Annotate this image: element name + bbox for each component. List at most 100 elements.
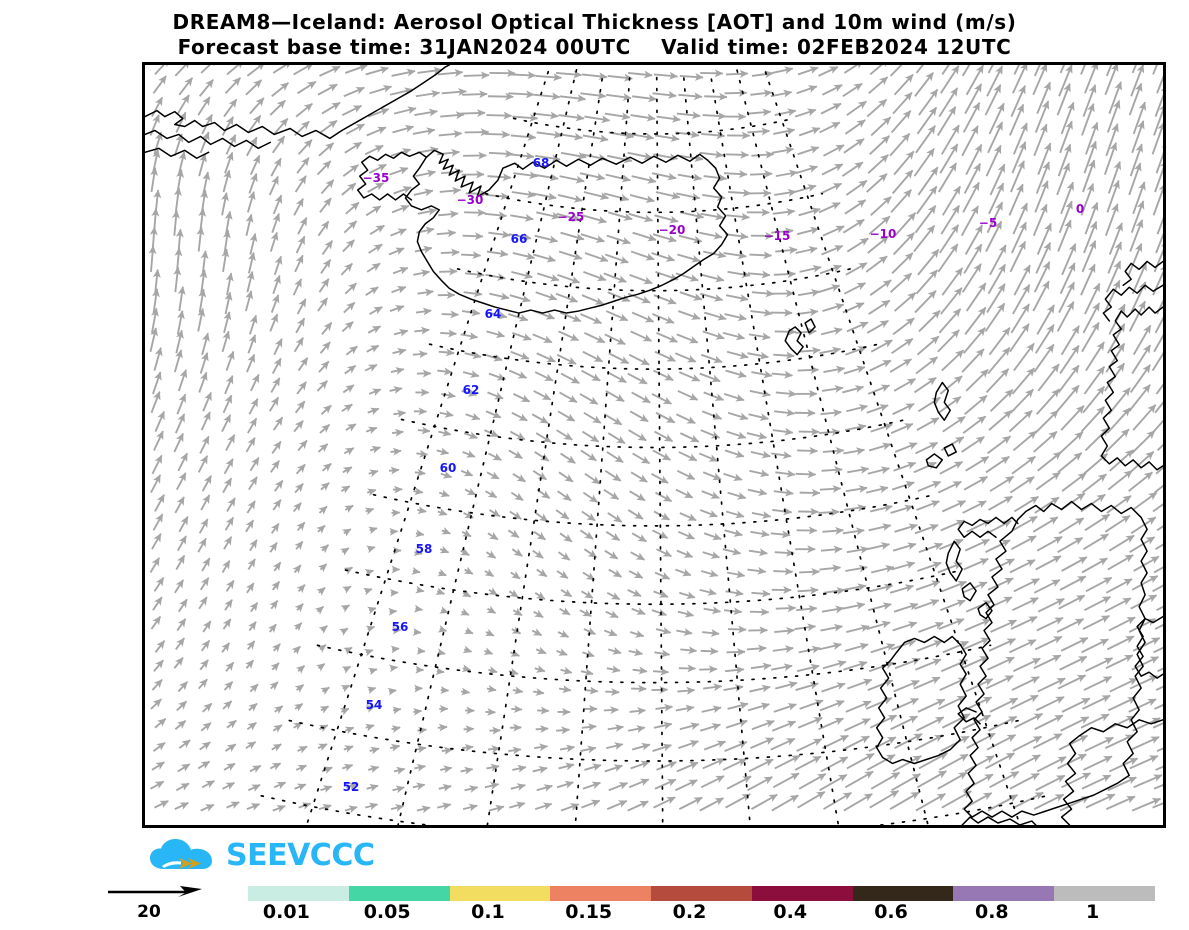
wind-arrow: [773, 703, 797, 713]
wind-arrow: [199, 577, 210, 591]
wind-arrow: [296, 298, 307, 315]
wind-arrow: [271, 440, 282, 454]
wind-arrow: [223, 681, 234, 691]
map-plot-area[interactable]: 68666462605856545250 −35−30−25−20−15−10−…: [142, 62, 1166, 828]
meridian--15: [655, 74, 664, 825]
colorbar-segment-6[interactable]: [852, 886, 954, 901]
wind-arrow: [391, 428, 404, 437]
wind-arrow: [846, 237, 869, 253]
wind-arrow: [819, 121, 841, 134]
coastline-great-britain: [963, 500, 1148, 818]
wind-arrow: [1011, 367, 1035, 395]
wind-arrow: [751, 70, 774, 79]
wind-arrow: [652, 449, 671, 461]
aot-colorbar[interactable]: [248, 886, 1156, 901]
wind-arrow: [1058, 65, 1073, 97]
wind-arrow: [1009, 772, 1040, 790]
wind-arrow: [319, 705, 330, 714]
wind-arrow: [654, 571, 671, 580]
wind-arrow: [607, 724, 625, 732]
wind-arrow: [271, 82, 289, 97]
wind-arrow: [198, 596, 208, 610]
wind-arrow: [320, 785, 333, 793]
wind-arrow: [584, 472, 601, 485]
colorbar-segment-5[interactable]: [751, 886, 853, 901]
wind-arrow: [747, 702, 770, 712]
wind-arrow: [318, 360, 330, 373]
wind-arrow: [627, 800, 649, 812]
wind-arrow: [702, 112, 727, 120]
wind-arrow: [174, 496, 185, 514]
wind-arrow: [941, 185, 962, 216]
colorbar-segment-1[interactable]: [348, 886, 450, 901]
colorbar-segment-4[interactable]: [651, 886, 752, 901]
wind-arrow: [368, 163, 387, 174]
wind-arrow: [1059, 262, 1076, 295]
wind-arrow: [915, 65, 925, 74]
wind-arrow: [722, 547, 742, 556]
wind-arrow: [485, 550, 497, 559]
colorbar-segment-8[interactable]: [1054, 886, 1156, 901]
wind-arrow: [153, 659, 164, 672]
wind-arrow: [820, 327, 843, 336]
wind-arrow: [392, 348, 407, 356]
wind-arrow: [1153, 784, 1163, 790]
wind-arrow: [1057, 143, 1072, 177]
colorbar-segment-7[interactable]: [953, 886, 1055, 901]
wind-arrow: [870, 196, 892, 217]
wind-arrow: [200, 65, 218, 74]
wind-arrow: [891, 337, 914, 355]
wind-arrow: [412, 127, 436, 136]
wind-arrow: [749, 170, 773, 178]
wind-arrow: [1009, 103, 1025, 136]
wind-arrow: [388, 466, 400, 475]
wind-arrow: [1132, 101, 1147, 135]
wind-arrow: [417, 207, 438, 216]
wind-arrow: [582, 214, 608, 224]
wind-arrow: [1013, 712, 1044, 729]
wind-arrow: [389, 87, 414, 96]
coastline-norway: [1100, 306, 1163, 471]
wind-arrow: [703, 532, 722, 541]
wind-arrow: [938, 753, 969, 771]
colorbar-segment-2[interactable]: [449, 886, 551, 901]
wind-arrow: [535, 211, 561, 220]
seevccc-logo[interactable]: SEEVCCC: [150, 836, 375, 876]
wind-arrow: [796, 308, 819, 317]
wind-arrow: [152, 741, 166, 752]
wind-arrow: [652, 233, 677, 243]
wind-arrow: [747, 488, 768, 496]
wind-arrow: [152, 596, 163, 611]
wind-arrow: [369, 306, 383, 315]
wind-arrow: [1129, 143, 1143, 177]
wind-arrow: [1056, 618, 1085, 633]
wind-arrow: [150, 780, 165, 790]
wind-arrow: [676, 111, 701, 120]
wind-arrow: [771, 451, 792, 460]
wind-arrow: [296, 157, 310, 174]
wind-arrow: [154, 640, 166, 653]
wind-arrow: [245, 519, 255, 533]
wind-arrow: [294, 684, 305, 693]
wind-arrow: [700, 569, 719, 578]
wind-arrow: [1032, 280, 1050, 312]
meridian--5: [709, 71, 840, 825]
wind-arrow: [318, 625, 328, 634]
colorbar-segment-3[interactable]: [550, 886, 652, 901]
wind-arrow: [508, 449, 523, 460]
colorbar-segment-0[interactable]: [248, 886, 349, 901]
wind-reference-arrow-icon: [108, 886, 202, 897]
wind-arrow: [676, 549, 694, 558]
wind-arrow: [679, 432, 700, 443]
wind-arrow: [270, 522, 280, 534]
wind-arrow: [1131, 120, 1145, 154]
wind-arrow: [867, 466, 891, 475]
wind-arrow: [584, 763, 602, 772]
wind-arrow: [435, 667, 445, 676]
wind-arrow: [414, 108, 438, 117]
wind-arrow: [175, 637, 185, 650]
meridian-0: [735, 68, 929, 825]
wind-arrow: [653, 590, 669, 598]
wind-arrow: [797, 791, 826, 809]
wind-arrow: [962, 102, 981, 133]
